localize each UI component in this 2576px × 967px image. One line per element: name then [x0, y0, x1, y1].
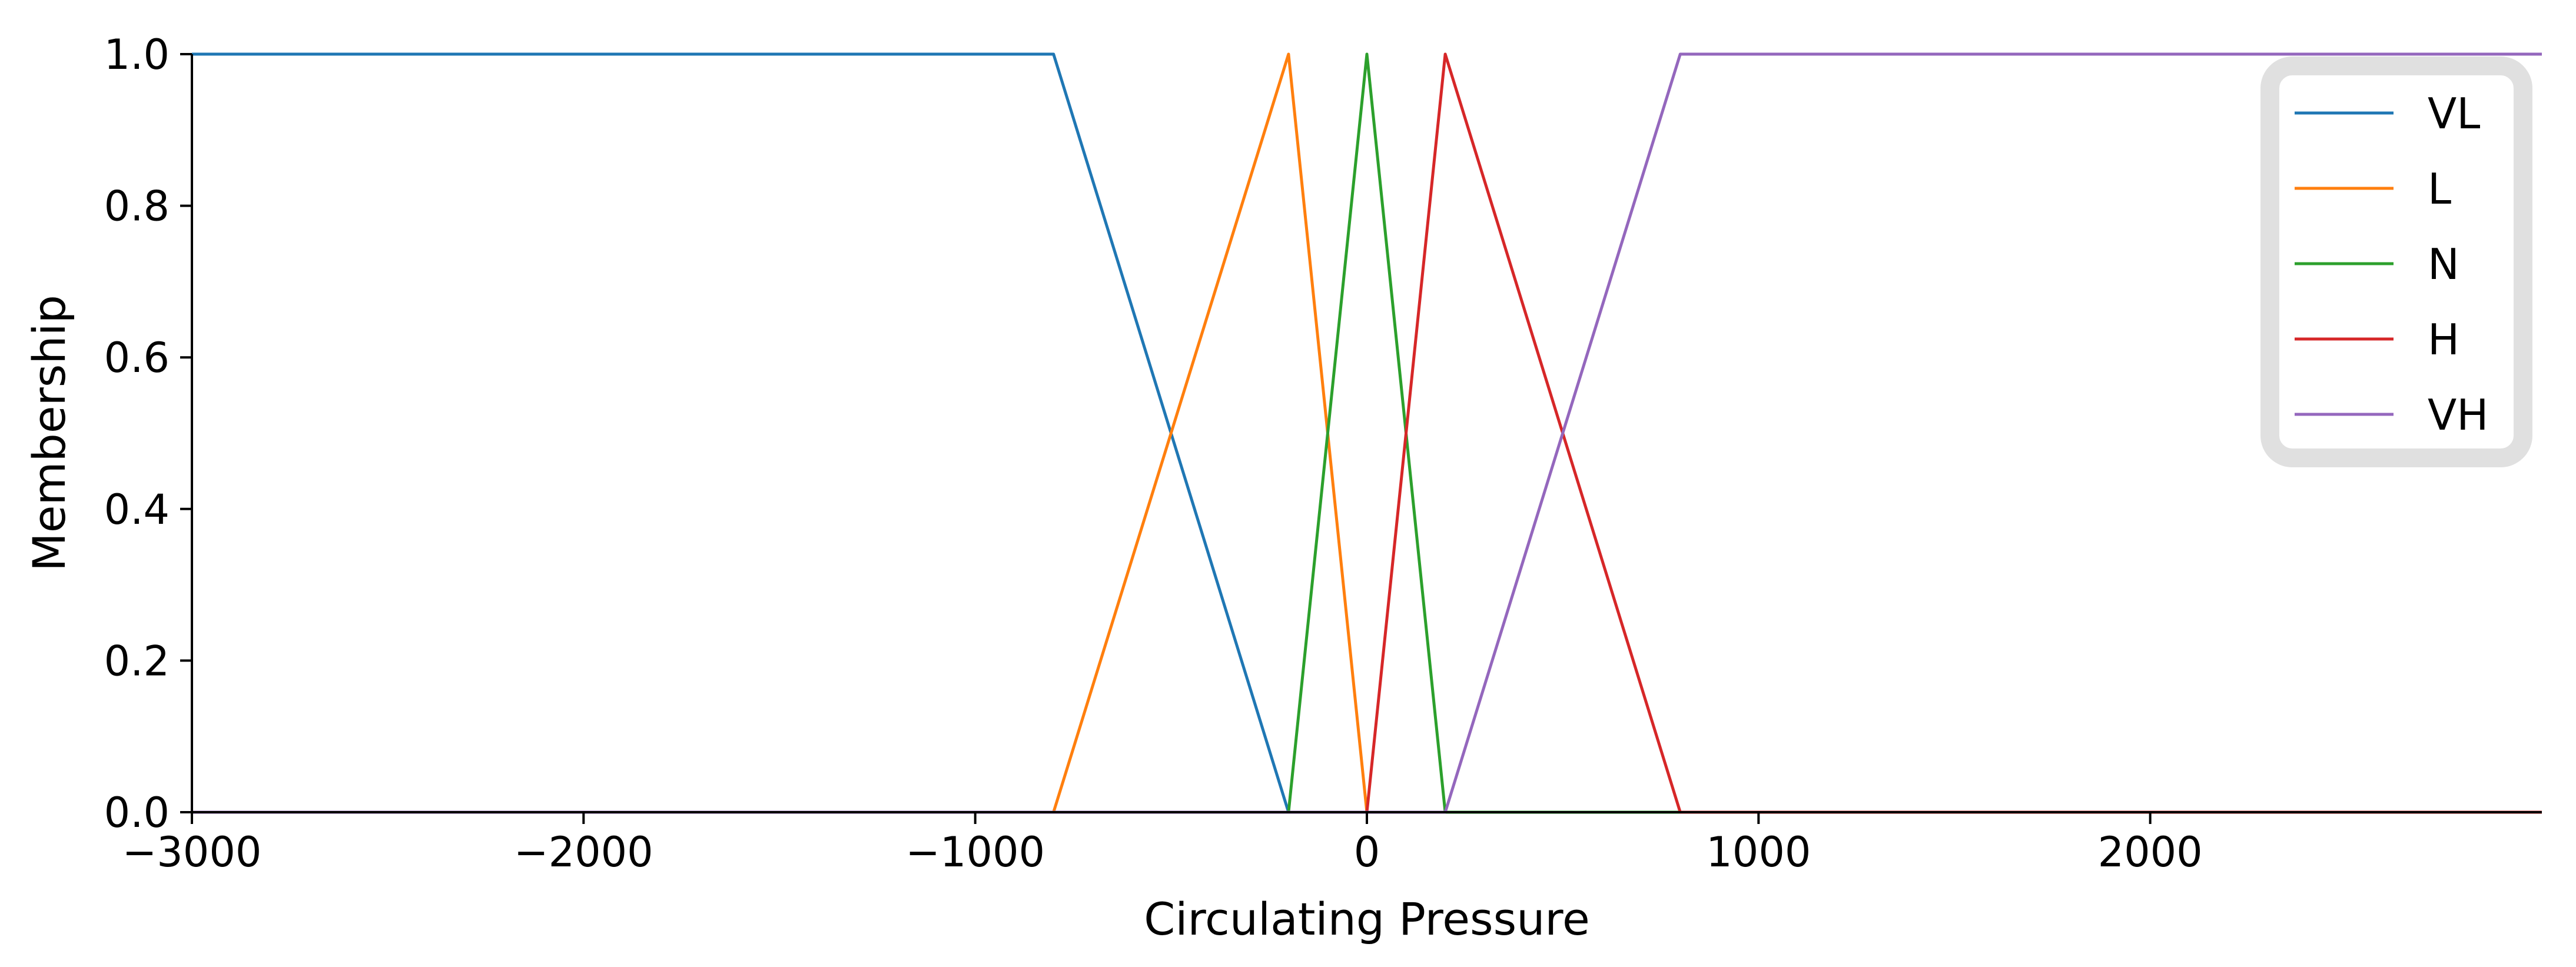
series-line-h	[192, 52, 2542, 814]
x-tick-label: −3000	[122, 828, 262, 876]
legend-label-vh: VH	[2428, 390, 2488, 440]
legend: VL LNH VH	[2260, 57, 2532, 467]
legend-label-l: L	[2428, 164, 2451, 214]
y-tick-label: 0.0	[104, 789, 170, 837]
y-tick-label: 0.8	[104, 182, 170, 231]
x-tick-label: −2000	[514, 828, 653, 876]
x-tick-label: 2000	[2098, 828, 2203, 876]
y-tick-label: 1.0	[104, 31, 170, 79]
y-tick-label: 0.2	[104, 637, 170, 685]
series-lines	[192, 52, 2542, 814]
axes	[191, 54, 2542, 813]
legend-label-h: H	[2428, 315, 2459, 364]
y-tick-label: 0.4	[104, 486, 170, 534]
series-line-n	[192, 52, 2542, 814]
legend-label-n: N	[2428, 240, 2459, 289]
legend-label-vl: VL	[2428, 89, 2480, 138]
x-tick-label: 0	[1354, 828, 1380, 876]
x-ticks: −3000 −2000 −1000 0 1000 2000	[122, 812, 2203, 876]
y-ticks: 0.0 0.2 0.4 0.6 0.8 1.0	[104, 31, 192, 837]
series-line-l	[192, 52, 2542, 814]
legend-frame	[2260, 57, 2532, 467]
x-axis-label: Circulating Pressure	[1144, 893, 1589, 945]
x-tick-label: −1000	[905, 828, 1045, 876]
series-line-vh	[192, 52, 2542, 814]
y-axis-label: Membership	[23, 295, 75, 571]
series-line-vl	[192, 52, 2542, 814]
y-tick-label: 0.6	[104, 334, 170, 382]
x-tick-label: 1000	[1706, 828, 1811, 876]
